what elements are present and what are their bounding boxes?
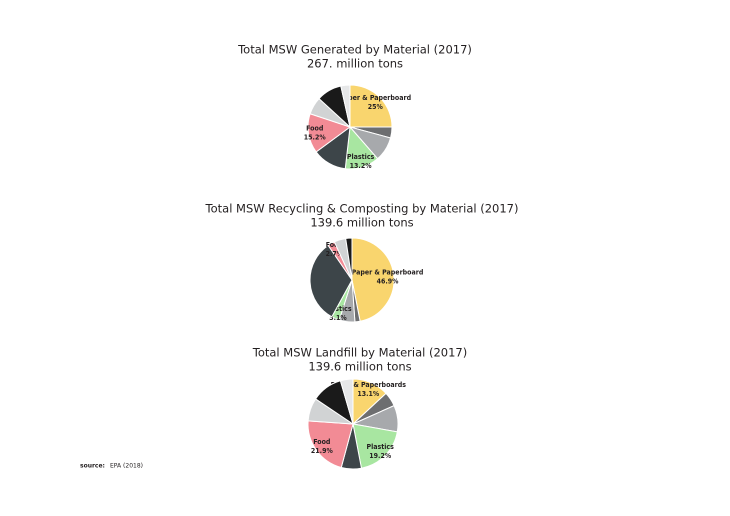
slice-value-label: 2.7% [326, 250, 344, 258]
slice-value-label: 46.9% [377, 278, 400, 286]
slice-value-label: 3.1% [329, 314, 347, 322]
slice-value-label: 13.2% [350, 162, 373, 170]
pie-slice [307, 420, 354, 469]
slice-value-label: 25% [368, 103, 384, 111]
slice-label: Paper & Paperboard [339, 94, 411, 102]
slice-label: Paper & Paperboards [331, 381, 407, 389]
slice-label: Food [306, 125, 323, 133]
slice-value-label: 21.9% [311, 447, 334, 455]
pie-slice [345, 237, 353, 281]
slice-value-label: 15.2% [304, 134, 327, 142]
slice-label: Food [313, 438, 330, 446]
chart-title: Total MSW Recycling & Composting by Mate… [205, 202, 519, 216]
pie-slice [340, 84, 351, 128]
slice-label: Plastics [324, 305, 352, 313]
slice-label: Plastics [347, 153, 375, 161]
source-text: EPA (2018) [110, 463, 143, 470]
pie-slice [349, 84, 393, 128]
pie-slice [352, 423, 398, 469]
pie-slice [339, 378, 354, 425]
source-label: source: [80, 463, 105, 470]
chart-subtitle: 139.6 million tons [308, 360, 411, 374]
chart-subtitle: 267. million tons [307, 57, 403, 71]
slice-label: Paper & Paperboard [352, 269, 424, 277]
slice-value-label: 19.2% [369, 452, 392, 460]
pie-slice [351, 237, 395, 322]
chart-title: Total MSW Generated by Material (2017) [237, 43, 472, 57]
chart-title: Total MSW Landfill by Material (2017) [252, 346, 467, 360]
slice-label: Food [326, 241, 343, 249]
pie-slice [309, 244, 353, 318]
slice-label: Plastics [367, 443, 395, 451]
slice-value-label: 13.1% [357, 390, 380, 398]
chart-subtitle: 139.6 million tons [310, 216, 413, 230]
